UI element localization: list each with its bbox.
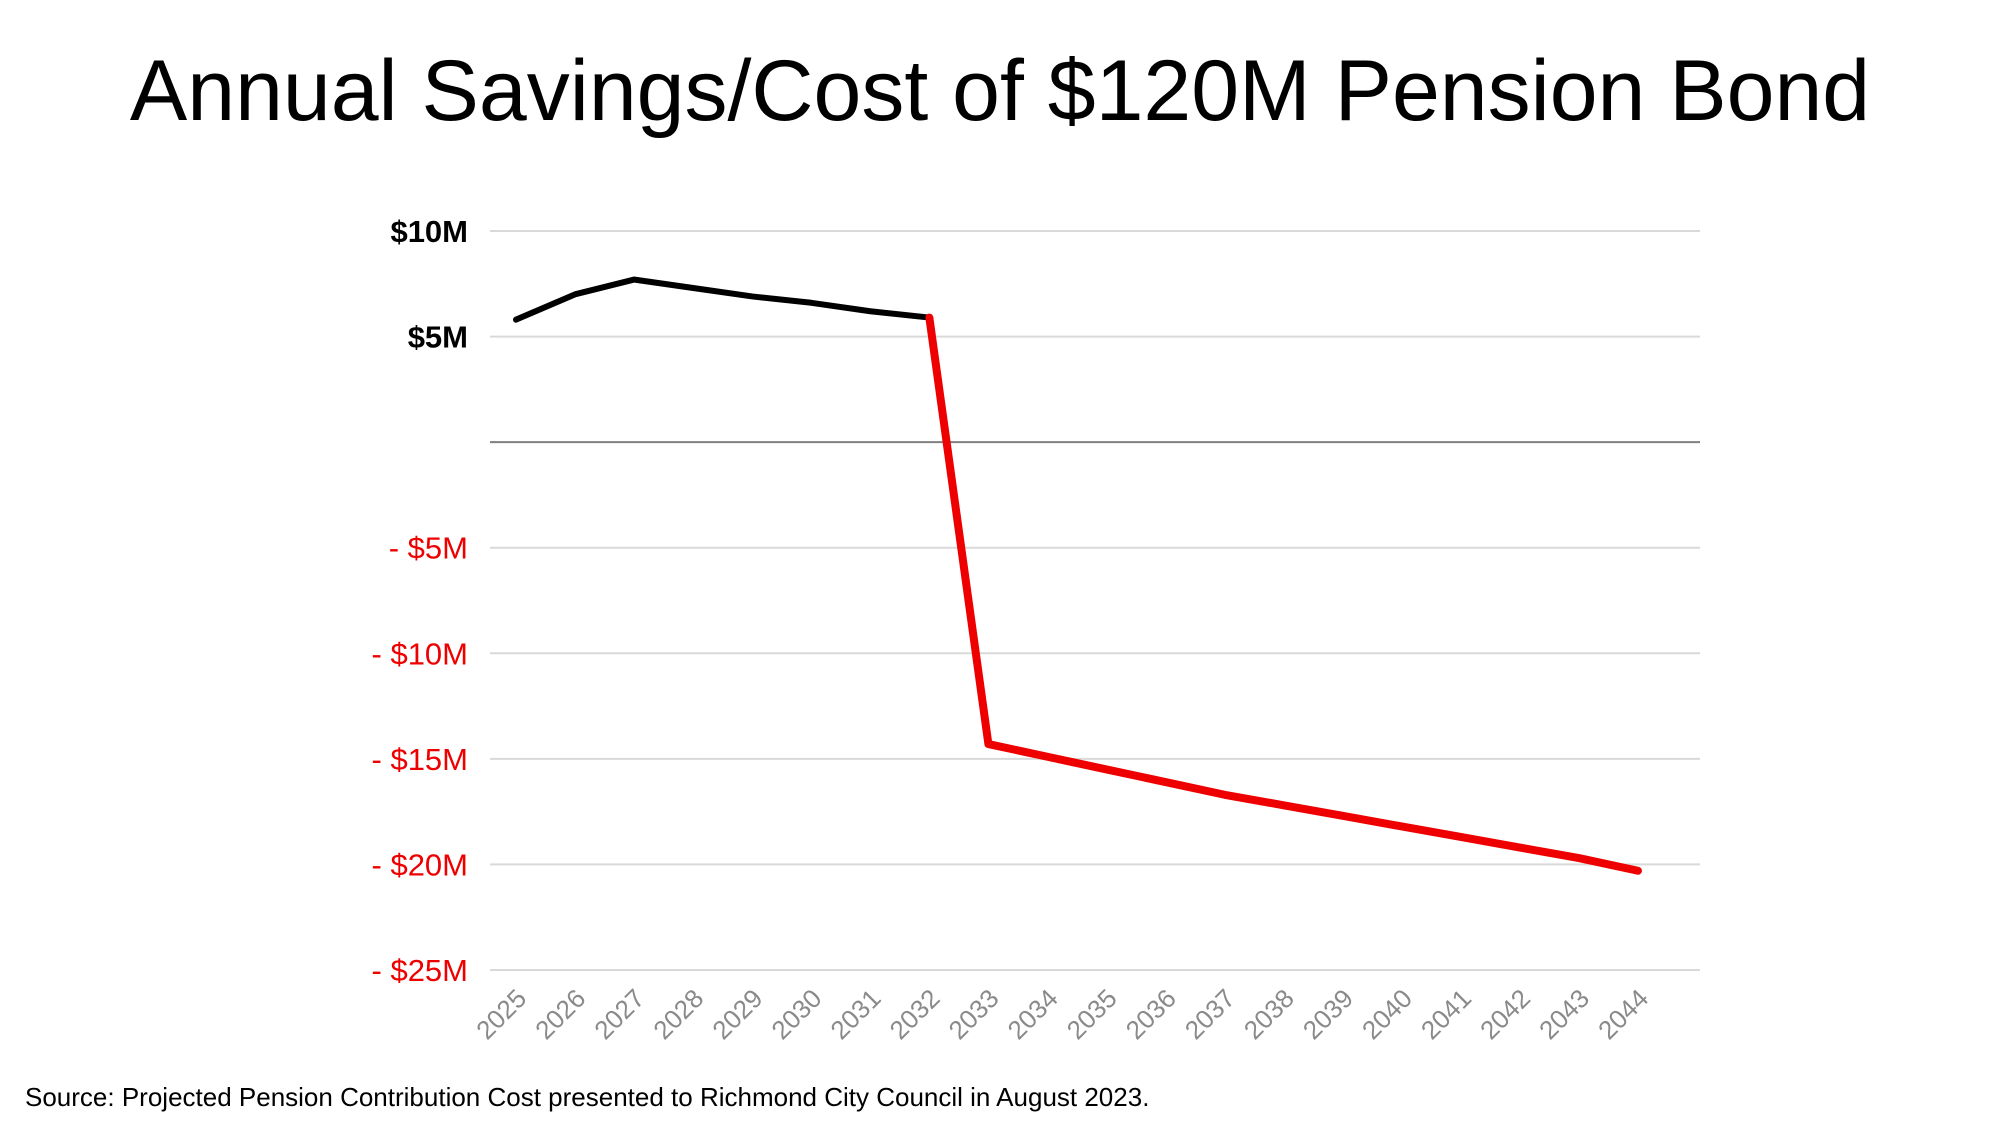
x-tick-label: 2041 (1415, 983, 1477, 1045)
x-tick-label: 2028 (647, 983, 709, 1045)
x-tick-label: 2043 (1533, 983, 1595, 1045)
x-tick-label: 2029 (706, 983, 768, 1045)
y-tick-label: $5M (408, 320, 468, 355)
data-point (808, 300, 814, 306)
x-tick-label: 2039 (1297, 983, 1359, 1045)
data-point (1458, 834, 1464, 840)
x-tick-label: 2027 (588, 983, 650, 1045)
x-tick-label: 2036 (1120, 983, 1182, 1045)
data-point (1044, 754, 1050, 760)
data-point (513, 317, 519, 323)
data-series (513, 276, 1642, 875)
data-point (1104, 766, 1110, 772)
data-point (926, 315, 932, 321)
x-tick-label: 2040 (1356, 983, 1418, 1045)
x-tick-label: 2042 (1474, 983, 1536, 1045)
data-point (1517, 845, 1523, 851)
x-tick-label: 2035 (1061, 983, 1123, 1045)
chart-title: Annual Savings/Cost of $120M Pension Bon… (129, 43, 1871, 139)
data-point (1635, 868, 1641, 874)
data-point (1399, 823, 1405, 829)
y-tick-label: - $20M (372, 847, 468, 882)
data-point (985, 741, 991, 747)
x-tick-label: 2038 (1238, 983, 1300, 1045)
y-tick-label: - $15M (372, 742, 468, 777)
x-tick-label: 2032 (883, 983, 945, 1045)
data-point (572, 291, 578, 297)
data-point (867, 308, 873, 314)
data-point (690, 285, 696, 291)
cost-line (925, 313, 1642, 875)
x-tick-label: 2033 (943, 983, 1005, 1045)
y-tick-label: - $10M (372, 636, 468, 671)
source-note: Source: Projected Pension Contribution C… (25, 1082, 1150, 1112)
data-point (1222, 792, 1228, 798)
y-axis-labels: $10M $5M - $5M - $10M - $15M - $20M - $25M (372, 214, 468, 988)
x-tick-label: 2044 (1592, 983, 1654, 1045)
data-point (749, 293, 755, 299)
x-tick-label: 2037 (1179, 983, 1241, 1045)
y-tick-label: - $5M (389, 531, 468, 566)
gridlines (490, 230, 1700, 971)
y-tick-label: - $25M (372, 953, 468, 988)
x-tick-label: 2030 (765, 983, 827, 1045)
x-axis-labels: 2025202620272028202920302031203220332034… (470, 983, 1654, 1045)
x-tick-label: 2031 (824, 983, 886, 1045)
data-point (631, 277, 637, 283)
savings-line (513, 276, 933, 323)
data-point (1281, 802, 1287, 808)
data-point (1576, 855, 1582, 861)
x-tick-label: 2025 (470, 983, 532, 1045)
data-point (1340, 813, 1346, 819)
y-tick-label: $10M (390, 214, 468, 249)
x-tick-label: 2026 (529, 983, 591, 1045)
x-tick-label: 2034 (1002, 983, 1064, 1045)
data-point (1163, 779, 1169, 785)
